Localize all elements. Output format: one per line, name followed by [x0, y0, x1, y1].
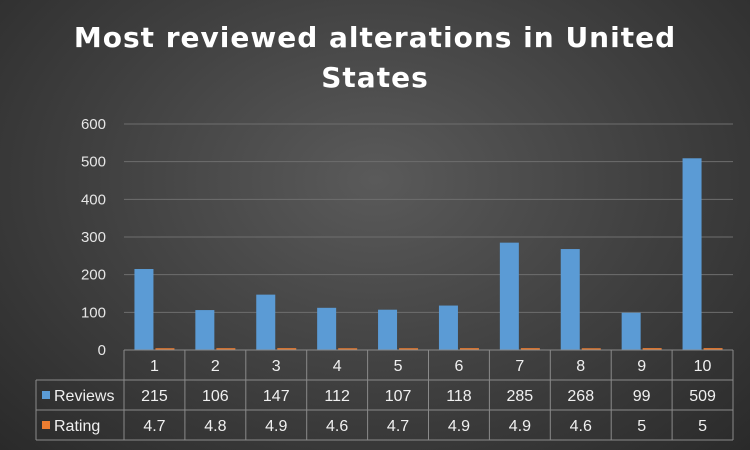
bar-reviews: [560, 249, 580, 350]
data-label-reviews: 106: [202, 388, 229, 405]
x-tick-label: 8: [576, 358, 585, 375]
data-label-rating: 4.8: [204, 418, 226, 435]
bar-reviews: [378, 309, 398, 350]
data-label-rating: 5: [698, 418, 707, 435]
x-tick-label: 4: [333, 358, 342, 375]
x-tick-label: 3: [272, 358, 281, 375]
data-label-rating: 4.6: [570, 418, 592, 435]
data-label-reviews: 99: [633, 388, 651, 405]
data-label-reviews: 147: [263, 388, 290, 405]
bar-rating: [520, 348, 540, 350]
chart-title: Most reviewed alterations in United Stat…: [0, 18, 750, 98]
y-tick-label: 500: [81, 154, 106, 171]
bar-reviews: [317, 307, 337, 350]
data-label-rating: 4.9: [265, 418, 287, 435]
data-label-rating: 4.6: [326, 418, 348, 435]
bar-rating: [155, 348, 175, 350]
legend-key-reviews: [42, 391, 50, 399]
x-tick-label: 2: [211, 358, 220, 375]
bar-rating: [277, 348, 297, 350]
legend-label-rating: Rating: [54, 418, 100, 435]
bar-reviews: [195, 310, 215, 350]
bar-rating: [642, 348, 662, 350]
data-label-rating: 4.7: [387, 418, 409, 435]
bar-rating: [216, 348, 236, 350]
x-tick-label: 10: [694, 358, 712, 375]
x-tick-label: 1: [150, 358, 159, 375]
y-tick-label: 300: [81, 229, 106, 246]
bar-rating: [459, 348, 479, 350]
y-tick-label: 100: [81, 304, 106, 321]
y-tick-label: 400: [81, 191, 106, 208]
legend-label-reviews: Reviews: [54, 388, 114, 405]
x-tick-label: 5: [394, 358, 403, 375]
y-tick-label: 600: [81, 116, 106, 133]
x-tick-label: 6: [454, 358, 463, 375]
bar-rating: [399, 348, 419, 350]
bar-reviews: [134, 269, 154, 350]
x-tick-label: 7: [515, 358, 524, 375]
bar-reviews: [621, 312, 641, 350]
bar-rating: [581, 348, 601, 350]
data-label-rating: 4.9: [448, 418, 470, 435]
chart-title-line2: States: [321, 61, 429, 94]
data-label-rating: 4.9: [509, 418, 531, 435]
data-label-reviews: 509: [689, 388, 716, 405]
y-tick-label: 200: [81, 267, 106, 284]
bar-reviews: [438, 305, 458, 350]
bar-reviews: [682, 158, 702, 350]
bar-rating: [703, 348, 723, 350]
data-label-reviews: 107: [385, 388, 412, 405]
x-tick-label: 9: [637, 358, 646, 375]
bar-rating: [338, 348, 358, 350]
y-tick-label: 0: [98, 342, 106, 359]
data-label-rating: 4.7: [143, 418, 165, 435]
data-label-reviews: 112: [324, 388, 350, 405]
data-label-reviews: 118: [446, 388, 472, 405]
data-label-rating: 5: [637, 418, 646, 435]
legend-key-rating: [42, 421, 50, 429]
data-label-reviews: 268: [567, 388, 594, 405]
data-label-reviews: 285: [506, 388, 533, 405]
data-label-reviews: 215: [141, 388, 168, 405]
chart-title-line1: Most reviewed alterations in United: [73, 21, 677, 54]
bar-reviews: [256, 294, 276, 350]
bar-reviews: [499, 242, 519, 350]
